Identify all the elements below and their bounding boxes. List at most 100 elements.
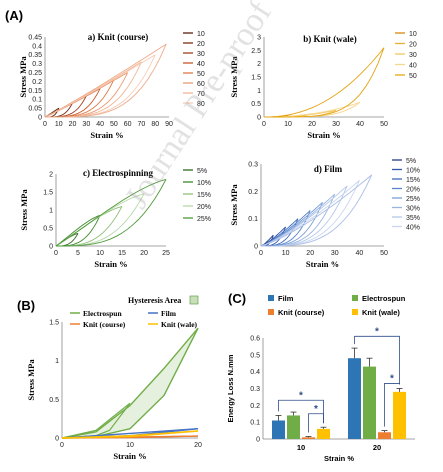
legend-label: 30% <box>406 206 420 213</box>
y-tick-label: 0.4 <box>32 43 42 50</box>
x-tick-label: 90 <box>165 121 173 128</box>
y-tick-label: 2 <box>49 171 53 178</box>
panel-label-c: (C) <box>228 291 246 306</box>
y-tick-label: 0.5 <box>49 397 59 404</box>
legend-b: 10 20 30 40 50 <box>395 31 417 80</box>
y-tick-label: 0.45 <box>28 34 42 41</box>
legend-label: Film <box>278 294 294 303</box>
loading-curve <box>260 174 372 247</box>
legend-label: 40 <box>197 61 205 68</box>
x-tick-label: 70 <box>138 121 146 128</box>
y-tick-label: 0.3 <box>32 61 42 68</box>
y-tick-label: 1.5 <box>251 74 261 81</box>
y-tick-label: 0.05 <box>28 106 42 113</box>
x-tick-label: 20 <box>69 121 77 128</box>
legend-label: 10% <box>406 168 420 175</box>
unloading-curve <box>56 193 145 247</box>
unloading-curve <box>56 179 167 247</box>
legend-label: 10% <box>197 180 211 187</box>
y-axis-title: Stress MPa <box>18 56 28 98</box>
x-axis-title: Strain % <box>307 130 340 140</box>
y-tick-label: 0.2 <box>250 403 260 410</box>
loading-curve <box>44 43 167 118</box>
legend-label: 25% <box>406 196 420 203</box>
y-tick-label: 0 <box>55 435 59 442</box>
legend-label: Knit (course) <box>83 320 126 329</box>
x-tick-label: 10 <box>297 443 305 452</box>
x-axis-title: Strain % <box>90 130 123 140</box>
loading-curve <box>55 193 145 247</box>
bar <box>348 358 361 439</box>
legend-label: 15% <box>197 192 211 199</box>
legend-B: Hysteresis Area Electrospun Film Knit (cour… <box>70 295 199 329</box>
series-group-c <box>55 178 167 247</box>
y-tick-label: 0.1 <box>32 97 42 104</box>
loading-curve <box>55 205 123 247</box>
series-group-B <box>61 327 199 439</box>
legend-label: 20% <box>197 204 211 211</box>
bar <box>378 432 391 439</box>
bar <box>272 420 285 439</box>
x-tick-label: 0 <box>262 121 266 128</box>
legend-label: 5% <box>406 158 416 165</box>
y-tick-label: 2.5 <box>251 48 261 55</box>
y-axis-title: Stress MPa <box>19 189 29 231</box>
y-tick-label: 1 <box>55 358 59 365</box>
loading-curve <box>61 327 199 439</box>
x-tick-label: 10 <box>282 250 290 257</box>
panel-label-a: (A) <box>5 8 23 23</box>
x-tick-label: 50 <box>380 250 388 257</box>
x-tick-label: 0 <box>60 442 64 449</box>
significance-marker: * <box>314 404 318 415</box>
legend-label: Electrospun <box>83 309 122 318</box>
x-tick-label: 20 <box>194 442 202 449</box>
bar <box>393 391 406 439</box>
y-tick-label: 0 <box>257 114 261 121</box>
x-tick-label: 20 <box>306 250 314 257</box>
legend-swatch <box>268 295 274 301</box>
y-tick-label: 0.3 <box>248 161 258 168</box>
y-tick-label: 1.5 <box>49 319 59 326</box>
y-tick-label: 0 <box>254 243 258 250</box>
loading-curve <box>263 47 385 118</box>
significance-marker: * <box>299 390 303 401</box>
x-tick-label: 40 <box>356 121 364 128</box>
legend-label: 5% <box>197 168 207 175</box>
chart-title: c) Electrospinning <box>83 168 154 178</box>
y-tick-label: 0.35 <box>28 52 42 59</box>
legend-a: 10 20 30 40 50 60 70 80 <box>183 31 205 108</box>
chart-title: b) Knit (wale) <box>303 34 357 44</box>
loading-curve <box>264 101 361 118</box>
x-tick-label: 25 <box>162 250 170 257</box>
chart-title: a) Knit (course) <box>88 32 149 42</box>
legend-label: 20% <box>406 187 420 194</box>
series-group-d <box>260 174 373 247</box>
legend-label: 30 <box>409 52 417 59</box>
legend-c: 5% 10% 15% 20% 25% <box>183 168 211 223</box>
x-tick-label: 40 <box>356 250 364 257</box>
legend-label: 35% <box>406 215 420 222</box>
legend-label: 10 <box>409 31 417 38</box>
y-tick-label: 0 <box>256 437 260 444</box>
axes-b: 0 10 20 30 40 50 0 0.5 1 1.5 2 2.5 3 Strain % Stress M… <box>229 34 388 140</box>
significance-bracket <box>354 335 400 385</box>
series-group-b <box>263 47 385 118</box>
y-tick-label: 0.2 <box>248 189 258 196</box>
x-tick-label: 10 <box>55 121 63 128</box>
y-tick-label: 0.1 <box>250 420 260 427</box>
hysteresis-legend-label: Hysteresis Area <box>128 296 181 305</box>
axes-C: 0 0.1 0.2 0.3 0.4 0.5 0.6 Energy Loss N.mm Strai… <box>226 336 415 463</box>
unloading-curve <box>261 174 373 247</box>
unloading-curve <box>56 206 123 247</box>
unloading-curve <box>264 101 361 118</box>
axes-c: 0 5 10 15 20 25 0 0.5 1 1.5 2 Strain % Stress MPa c) … <box>19 168 170 269</box>
y-tick-label: 0 <box>49 243 53 250</box>
axes-a: 0 10 20 30 40 50 60 70 80 9000.050.10.150.20.250.… <box>18 32 173 140</box>
loading-curve <box>55 178 167 247</box>
y-tick-label: 0.6 <box>250 336 260 343</box>
bar <box>317 428 330 439</box>
legend-label: Knit (course) <box>278 308 325 317</box>
y-tick-label: 0.3 <box>250 386 260 393</box>
legend-d: 5% 10% 15% 20% 25% 30% 35% 40% <box>392 158 420 232</box>
